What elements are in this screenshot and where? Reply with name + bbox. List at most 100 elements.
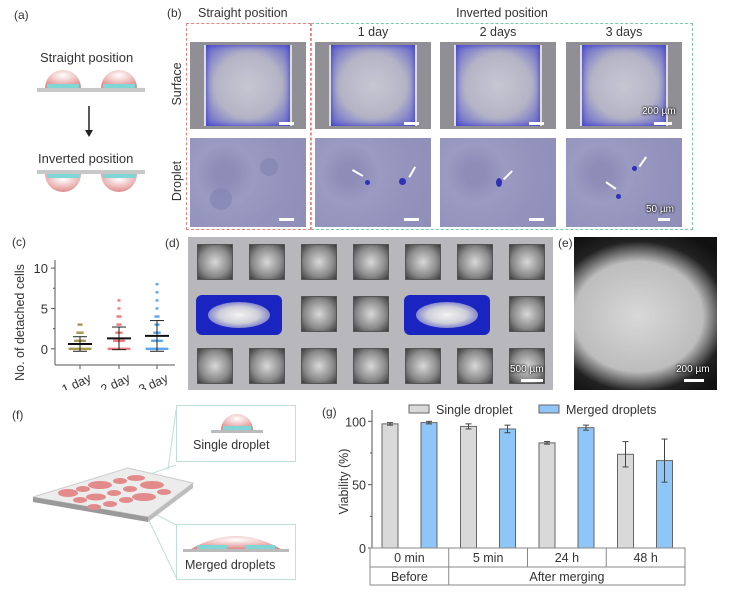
data-point (109, 347, 113, 351)
data-point (76, 339, 80, 342)
data-point (116, 323, 120, 326)
panel-g-label: (g) (322, 405, 337, 419)
data-point (155, 291, 159, 294)
array-image: 500 µm (188, 237, 553, 390)
data-point (80, 331, 84, 334)
data-point (119, 339, 123, 342)
data-point (81, 347, 85, 351)
data-point (79, 347, 83, 351)
x-category-label: 48 h (633, 551, 657, 565)
data-point (163, 347, 167, 351)
x-tick-label: 2 day (99, 371, 133, 390)
surface-image-straight (190, 42, 306, 129)
data-point (127, 347, 131, 351)
straight-position-header: Straight position (198, 6, 288, 20)
panel-b-label: (b) (167, 6, 182, 20)
well-square (458, 349, 492, 383)
well-square (406, 349, 440, 383)
inverted-droplets-diagram (37, 170, 145, 192)
well-square (198, 349, 232, 383)
droplet-image-3-days: 50 µm (566, 138, 682, 227)
data-point (88, 347, 92, 351)
merged-droplets-label: Merged droplets (185, 558, 276, 572)
well-square (354, 349, 388, 383)
bar (499, 428, 516, 549)
inverted-box (311, 23, 693, 230)
data-point (155, 307, 159, 310)
scale-label-e: 200 µm (676, 364, 710, 375)
data-point (80, 339, 84, 342)
data-point (145, 347, 149, 351)
well-square (510, 297, 544, 331)
well-image: 200 µm (574, 237, 717, 390)
y-tick-label: 5 (41, 301, 48, 316)
well-square (250, 245, 284, 279)
group-label: After merging (529, 570, 604, 584)
well-square (354, 297, 388, 331)
data-point (79, 323, 83, 326)
y-axis-label: Viability (%) (337, 449, 351, 515)
data-point (84, 347, 87, 351)
legend-label: Single droplet (436, 403, 513, 417)
legend-swatch (538, 404, 560, 414)
x-category-label: 0 min (394, 551, 425, 565)
data-point (154, 323, 158, 326)
data-point (75, 347, 79, 351)
data-point (113, 339, 117, 342)
well-square (302, 297, 336, 331)
droplet-image-2-days (440, 138, 556, 227)
data-point (156, 347, 160, 351)
data-point (107, 347, 111, 351)
data-point (154, 347, 158, 351)
data-point (82, 339, 86, 342)
data-point (116, 347, 120, 351)
data-point (115, 339, 119, 342)
detached-cells-scatter: 0 5 10 No. of detached cells 1 day 2 day 3 day (13, 260, 175, 390)
droplet-image-1-day (315, 138, 431, 227)
merged-well (196, 295, 282, 335)
well-square (458, 245, 492, 279)
well-square (406, 245, 440, 279)
data-point (120, 347, 124, 351)
data-point (117, 307, 121, 310)
panel-d-label: (d) (165, 236, 180, 250)
data-point (157, 339, 161, 342)
data-point (74, 339, 78, 342)
data-point (153, 339, 157, 342)
data-point (161, 347, 164, 351)
inverted-position-label: Inverted position (38, 151, 134, 166)
data-point (115, 331, 119, 334)
data-point (70, 347, 74, 351)
droplet-image-straight (190, 138, 306, 227)
data-point (158, 347, 162, 351)
column-3-days: 3 days (605, 25, 643, 39)
legend-label: Merged droplets (566, 403, 656, 417)
data-point (117, 299, 121, 302)
data-point (116, 315, 120, 318)
data-point (150, 347, 153, 351)
data-point (157, 331, 161, 334)
x-tick-label: 1 day (60, 371, 94, 390)
data-point (77, 323, 81, 326)
y-tick-label: 100 (345, 415, 366, 429)
bar (460, 425, 477, 549)
data-point (147, 347, 151, 351)
x-category-label: 5 min (473, 551, 504, 565)
data-point (159, 339, 163, 342)
single-droplet-inset: Single droplet (176, 405, 296, 462)
data-point (155, 299, 159, 302)
data-point (118, 347, 122, 351)
scale-label-droplet: 50 µm (646, 204, 674, 215)
inverted-position-header: Inverted position (456, 6, 548, 20)
surface-image-2-days (440, 42, 556, 129)
data-point (156, 323, 160, 326)
droplet-array-diagram (32, 409, 195, 578)
data-point (112, 347, 115, 351)
straight-box (186, 23, 311, 230)
data-point (156, 315, 160, 318)
scale-label-surface: 200 µm (642, 106, 676, 117)
data-point (155, 283, 159, 286)
well-square (510, 349, 544, 383)
x-category-label: 24 h (555, 551, 579, 565)
